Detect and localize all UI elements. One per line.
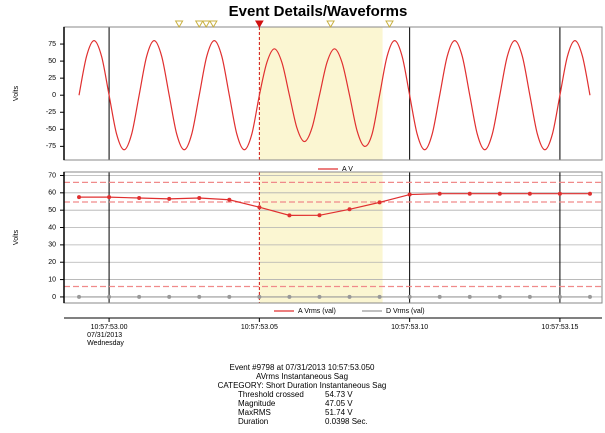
x-tick-label: 10:57:53.05: [241, 324, 278, 331]
x-tick-label: 10:57:53.00: [91, 324, 128, 331]
legend-label: A Vrms (val): [298, 308, 336, 315]
event-marker: [201, 20, 211, 28]
data-point: [317, 213, 322, 218]
event-heading: Event #9798 at 07/31/2013 10:57:53.050: [229, 363, 375, 372]
info-label: Duration: [238, 417, 268, 426]
data-point: [287, 213, 292, 218]
y-tick-label: 30: [48, 242, 56, 249]
info-label: MaxRMS: [238, 408, 271, 417]
series-line: [78, 40, 591, 151]
data-point: [437, 191, 442, 196]
data-point: [497, 294, 502, 299]
highlight-region: [259, 27, 383, 160]
x-tick-label: 10:57:53.10: [391, 324, 428, 331]
data-point: [527, 294, 532, 299]
highlight-region: [259, 172, 383, 303]
event-marker: [385, 20, 394, 28]
data-point: [257, 294, 262, 299]
data-point: [227, 197, 232, 202]
data-point: [377, 294, 382, 299]
y-tick-label: -75: [46, 143, 56, 150]
data-point: [227, 294, 232, 299]
data-point: [317, 294, 322, 299]
legend-label: A V: [342, 166, 353, 173]
y-tick-label: 20: [48, 259, 56, 266]
data-point: [77, 195, 82, 200]
y-tick-label: 10: [48, 276, 56, 283]
y-tick-label: 25: [48, 75, 56, 82]
x-tick-sublabel: Wednesday: [87, 340, 124, 347]
data-point: [137, 196, 142, 201]
y-tick-label: 60: [48, 190, 56, 197]
info-value: 0.0398 Sec.: [325, 417, 368, 426]
info-value: 51.74 V: [325, 408, 353, 417]
data-point: [107, 195, 112, 200]
y-tick-label: 50: [48, 58, 56, 65]
event-subheading: AVrms Instantaneous Sag: [256, 372, 348, 381]
y-tick-label: 40: [48, 224, 56, 231]
data-point: [407, 294, 412, 299]
y-tick-label: -25: [46, 109, 56, 116]
data-point: [137, 294, 142, 299]
y-axis-label: Volts: [13, 85, 20, 101]
info-value: 54.73 V: [325, 390, 353, 399]
y-tick-label: 0: [52, 92, 56, 99]
event-marker: [194, 20, 204, 28]
data-point: [287, 294, 292, 299]
y-axis-label: Volts: [13, 229, 20, 245]
data-point: [167, 294, 172, 299]
data-point: [377, 200, 382, 205]
data-point: [497, 191, 502, 196]
data-point: [77, 294, 82, 299]
info-value: 47.05 V: [325, 399, 353, 408]
event-marker: [174, 20, 184, 28]
data-point: [557, 191, 562, 196]
y-tick-label: 75: [48, 41, 56, 48]
data-point: [197, 196, 202, 201]
data-point: [347, 207, 352, 212]
info-label: Magnitude: [238, 399, 276, 408]
chart-title: Event Details/Waveforms: [229, 3, 408, 20]
data-point: [467, 294, 472, 299]
y-tick-label: 70: [48, 172, 56, 179]
data-point: [587, 294, 592, 299]
data-point: [257, 205, 262, 210]
x-tick-sublabel: 07/31/2013: [87, 332, 122, 339]
data-point: [347, 294, 352, 299]
event-marker: [209, 20, 218, 28]
data-point: [467, 191, 472, 196]
data-point: [437, 294, 442, 299]
event-marker: [254, 20, 264, 28]
data-point: [167, 196, 172, 201]
y-tick-label: 0: [52, 294, 56, 301]
data-point: [107, 294, 112, 299]
data-point: [587, 191, 592, 196]
series-line: [79, 193, 590, 216]
info-label: Threshold crossed: [238, 390, 304, 399]
data-point: [197, 294, 202, 299]
legend-label: D Vrms (val): [386, 308, 425, 315]
y-tick-label: -50: [46, 126, 56, 133]
y-tick-label: 50: [48, 207, 56, 214]
event-marker: [326, 20, 335, 28]
data-point: [557, 294, 562, 299]
event-category: CATEGORY: Short Duration Instantaneous S…: [218, 381, 387, 390]
data-point: [527, 191, 532, 196]
x-tick-label: 10:57:53.15: [541, 324, 578, 331]
data-point: [407, 192, 412, 197]
